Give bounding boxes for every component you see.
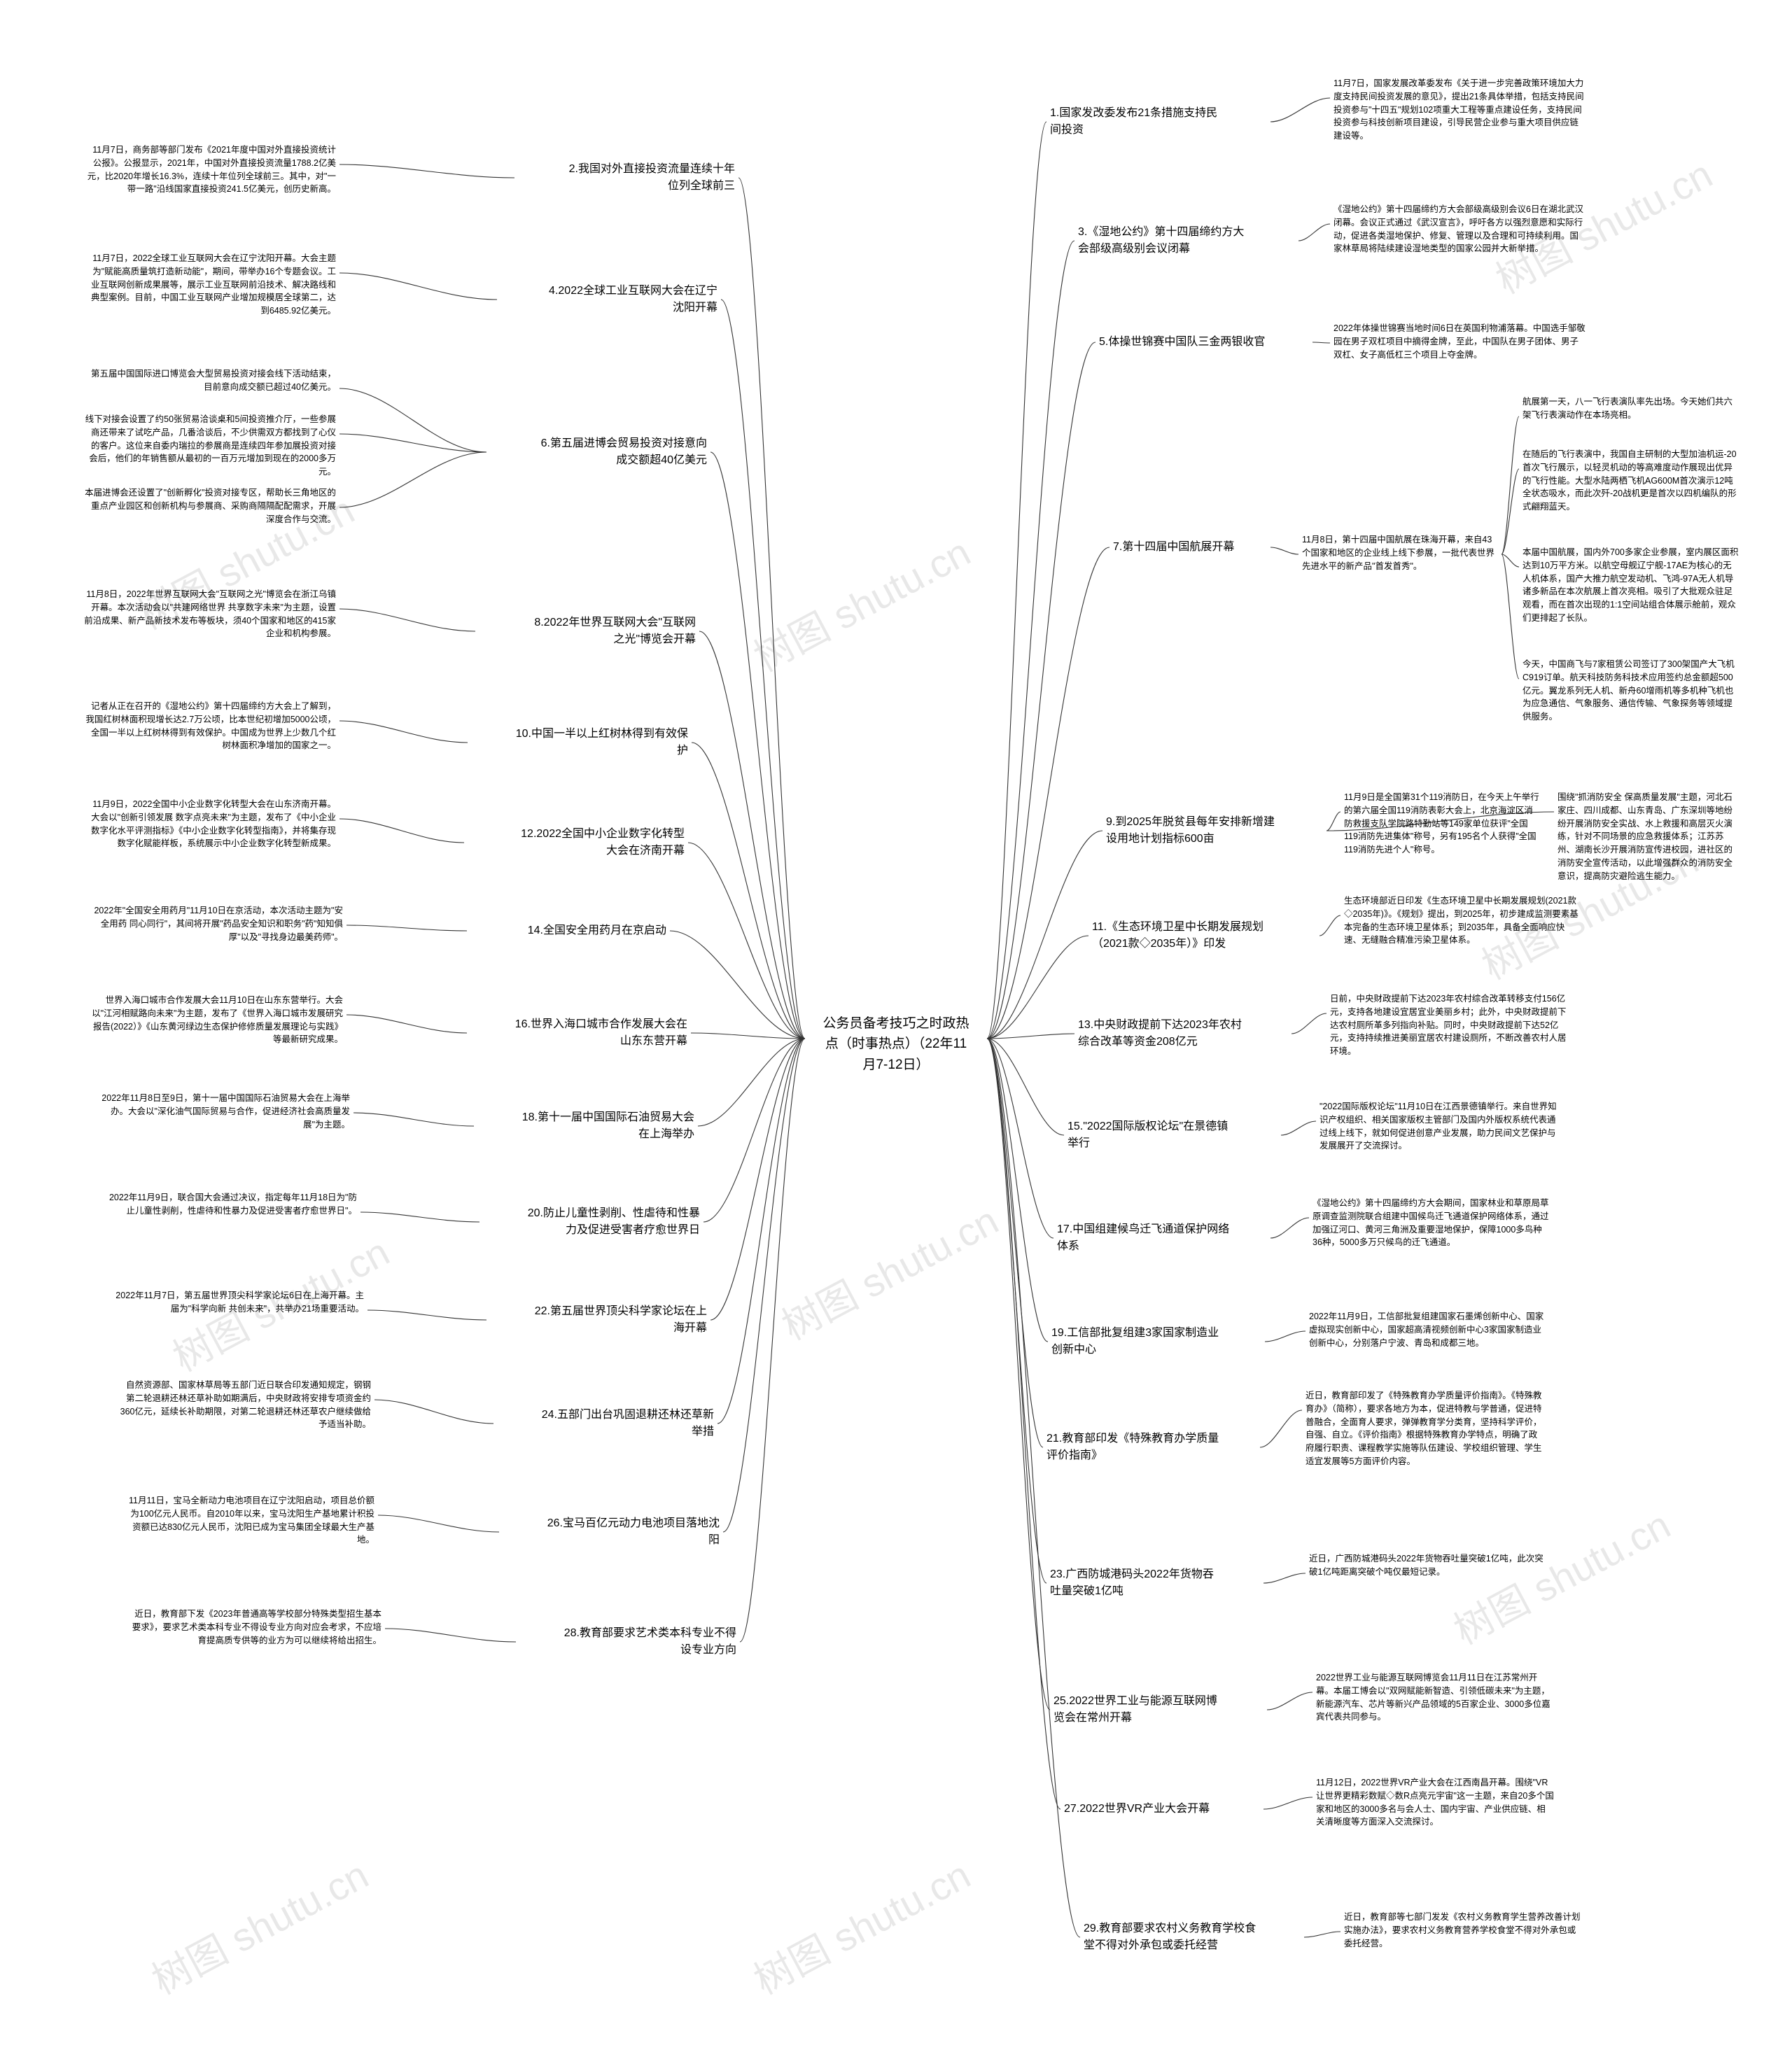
branch-r29: 29.教育部要求农村义务教育学校食堂不得对外承包或委托经营 [1084,1920,1301,1954]
detail-r19: 2022年11月9日，工信部批复组建国家石墨烯创新中心、国家虚拟现实创新中心，国… [1309,1310,1547,1349]
branch-r13: 13.中央财政提前下达2023年农村综合改革等资金208亿元 [1078,1017,1288,1050]
detail-r25: 2022世界工业与能源互联网博览会11月11日在江苏常州开幕。本届工博会以"双网… [1316,1671,1554,1724]
branch-l28: 28.教育部要求艺术类本科专业不得设专业方向 [519,1625,736,1659]
detail-l22: 2022年11月7日，第五届世界顶尖科学家论坛6日在上海开幕。主届为"科学向新 … [112,1289,364,1316]
detail-l24: 自然资源部、国家林草局等五部门近日联合印发通知规定，钢钢第二轮退耕还林还草补助如… [119,1379,371,1431]
branch-l8: 8.2022年世界互联网大会"互联网之光"博览会开幕 [479,614,696,648]
branch-r15: 15."2022国际版权论坛"在景德镇举行 [1068,1118,1278,1152]
detail-r11: 生态环境部近日印发《生态环境卫星中长期发展规划(2021款◇2035年)》。《规… [1344,894,1582,947]
detail-r17: 《湿地公约》第十四届缔约方大会期间，国家林业和草原局草原调查监测院联合组建中国候… [1312,1197,1550,1249]
watermark: 树图 shutu.cn [141,1844,377,2006]
detail-r7-0: 航展第一天，八一飞行表演队率先出场。今天她们共六架飞行表演动作在本场亮相。 [1522,395,1740,422]
watermark: 树图 shutu.cn [743,521,979,683]
branch-r9: 9.到2025年脱贫县每年安排新增建设用地计划指标600亩 [1106,814,1323,848]
watermark: 树图 shutu.cn [743,1844,979,2006]
watermark: 树图 shutu.cn [771,1190,1007,1351]
detail-l4: 11月7日，2022全球工业互联网大会在辽宁沈阳开幕。大会主题为"赋能高质量筑打… [84,252,336,318]
branch-l24: 24.五部门出台巩固退耕还林还草新举措 [497,1407,714,1440]
branch-l20: 20.防止儿童性剥削、性虐待和性暴力及促进受害者疗愈世界日 [483,1205,700,1239]
root-node: 公务员备考技巧之时政热 点（时事热点）（22年11 月7-12日） [805,1013,987,1075]
detail-l20: 2022年11月9日，联合国大会通过决议，指定每年11月18日为"防止儿童性剥削… [105,1191,357,1218]
branch-l26: 26.宝马百亿元动力电池项目落地沈阳 [503,1515,720,1549]
detail-r9: 围绕"抓消防安全 保高质量发展"主题，河北石家庄、四川成都、山东青岛、广东深圳等… [1558,791,1740,883]
root-line1: 公务员备考技巧之时政热 [822,1016,969,1031]
branch-l10: 10.中国一半以上红树林得到有效保护 [471,726,688,759]
branch-r21: 21.教育部印发《特殊教育办学质量评价指南》 [1046,1431,1256,1464]
detail-r15: "2022国际版权论坛"11月10日在江西景德镇举行。来自世界知识产权组织、相关… [1320,1100,1558,1153]
detail-l28: 近日，教育部下发《2023年普通高等学校部分特殊类型招生基本要求》，要求艺术类本… [130,1608,382,1647]
branch-l18: 18.第十一届中国国际石油贸易大会在上海举办 [477,1109,694,1143]
detail-l6-2: 本届进博会还设置了"创新孵化"投资对接专区，帮助长三角地区的重点产业园区和创新机… [84,486,336,526]
root-line3: 月7-12日） [862,1057,929,1072]
detail-l6-0: 第五届中国国际进口博览会大型贸易投资对接会线下活动结束，目前意向成交额已超过40… [84,367,336,394]
detail-r13: 日前，中央财政提前下达2023年农村综合改革转移支付156亿元，支持各地建设宜居… [1330,992,1568,1058]
branch-l22: 22.第五届世界顶尖科学家论坛在上海开幕 [490,1303,707,1337]
branch-r11: 11.《生态环境卫星中长期发展规划（2021款◇2035年）》印发 [1092,919,1316,953]
detail-l18: 2022年11月8日至9日，第十一届中国国际石油贸易大会在上海举办。大会以"深化… [98,1092,350,1131]
detail-r7-2: 本届中国航展，国内外700多家企业参展，室内展区面积达到10万平方米。以航空母舰… [1522,546,1740,625]
sub-r7: 11月8日，第十四届中国航展在珠海开幕，来自43个国家和地区的企业线上线下参展，… [1302,533,1498,572]
branch-l14: 14.全国安全用药月在京启动 [470,922,666,939]
detail-r1: 11月7日，国家发展改革委发布《关于进一步完善政策环境加大力度支持民间投资发展的… [1334,77,1586,143]
detail-r29: 近日，教育部等七部门发发《农村义务教育学生营养改善计划实施办法》，要求农村义务教… [1344,1911,1582,1950]
detail-l14: 2022年"全国安全用药月"11月10日在京活动，本次活动主题为"安全用药 同心… [91,904,343,943]
branch-l2: 2.我国对外直接投资流量连续十年位列全球前三 [518,161,735,195]
sub-r9: 11月9日是全国第31个119消防日，在今天上午举行的第六届全国119消防表彰大… [1344,791,1540,857]
detail-r21: 近日，教育部印发了《特殊教育办学质量评价指南》。《特殊教育办》（简称），要求各地… [1306,1389,1544,1468]
branch-l6: 6.第五届进博会贸易投资对接意向成交额超40亿美元 [490,435,707,469]
branch-r5: 5.体操世锦赛中国队三金两银收官 [1099,334,1309,351]
branch-r25: 25.2022世界工业与能源互联网博览会在常州开幕 [1054,1693,1264,1727]
detail-l16: 世界入海口城市合作发展大会11月10日在山东东营举行。大会以"江河相赋路向未来"… [91,994,343,1046]
branch-r17: 17.中国组建候鸟迁飞通道保护网络体系 [1057,1221,1267,1255]
detail-r23: 近日，广西防城港码头2022年货物吞吐量突破1亿吨，此次突破1亿吨距离突破个吨仅… [1309,1552,1547,1579]
root-line2: 点（时事热点）（22年11 [825,1036,967,1051]
detail-r7-1: 在随后的飞行表演中，我国自主研制的大型加油机运-20首次飞行展示，以轻灵机动的等… [1522,448,1740,514]
branch-l16: 16.世界入海口城市合作发展大会在山东东营开幕 [470,1016,687,1050]
detail-l26: 11月11日，宝马全新动力电池项目在辽宁沈阳启动，项目总价额为100亿元人民币。… [122,1494,374,1547]
branch-r7: 7.第十四届中国航展开幕 [1113,539,1267,556]
branch-r3: 3.《湿地公约》第十四届缔约方大会部级高级别会议闭幕 [1078,224,1295,258]
detail-r5: 2022年体操世锦赛当地时间6日在英国利物浦落幕。中国选手邹敬园在男子双杠项目中… [1334,322,1586,361]
branch-r1: 1.国家发改委发布21条措施支持民间投资 [1050,105,1267,139]
branch-r23: 23.广西防城港码头2022年货物吞吐量突破1亿吨 [1050,1566,1260,1600]
detail-l10: 记者从正在召开的《湿地公约》第十四届缔约方大会上了解到，我国红树林面积现增长达2… [84,700,336,752]
branch-l12: 12.2022全国中小企业数字化转型大会在济南开幕 [468,826,685,859]
detail-r27: 11月12日，2022世界VR产业大会在江西南昌开幕。围绕"VR让世界更精彩数赋… [1316,1776,1554,1829]
detail-l12: 11月9日，2022全国中小企业数字化转型大会在山东济南开幕。大会以"创新引领发… [84,798,336,850]
branch-r27: 27.2022世界VR产业大会开幕 [1064,1801,1260,1818]
detail-r3: 《湿地公约》第十四届缔约方大会部级高级别会议6日在湖北武汉闭幕。会议正式通过《武… [1334,203,1586,255]
branch-l4: 4.2022全球工业互联网大会在辽宁沈阳开幕 [500,283,718,316]
branch-r19: 19.工信部批复组建3家国家制造业创新中心 [1051,1325,1261,1358]
detail-l2: 11月7日，商务部等部门发布《2021年度中国对外直接投资统计公报》。公报显示，… [84,143,336,196]
detail-l6-1: 线下对接会设置了约50张贸易洽谈桌和5间投资推介厅，一些参展商还带来了试吃产品，… [84,413,336,479]
detail-l8: 11月8日，2022年世界互联网大会"互联网之光"博览会在浙江乌镇开幕。本次活动… [84,588,336,640]
detail-r7-3: 今天，中国商飞与7家租赁公司签订了300架国产大飞机C919订单。航天科技防务科… [1522,658,1740,724]
